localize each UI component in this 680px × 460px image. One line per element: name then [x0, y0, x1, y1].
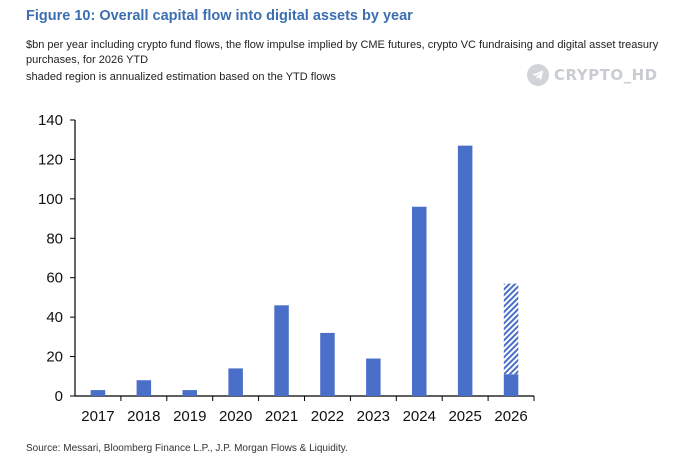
x-tick-label: 2018 — [127, 408, 160, 425]
x-tick-label: 2024 — [403, 408, 436, 425]
chart-note: shaded region is annualized estimation b… — [26, 71, 336, 83]
x-tick-label: 2023 — [357, 408, 390, 425]
bar-2025 — [457, 145, 473, 396]
y-tick-label: 20 — [46, 349, 63, 366]
x-tick-label: 2017 — [81, 408, 114, 425]
bar-estimate-2026 — [503, 283, 519, 375]
x-axis: 2017 2018 2019 2020 2021 2022 2023 2024 2025 2026 — [75, 395, 535, 425]
x-tick-label: 2025 — [448, 408, 481, 425]
watermark: CRYPTO_HD — [527, 62, 658, 88]
y-tick-label: 120 — [38, 151, 63, 168]
bar-2020 — [228, 368, 243, 396]
watermark-text: CRYPTO_HD — [554, 66, 658, 84]
chart-title: Figure 10: Overall capital flow into dig… — [26, 8, 413, 24]
x-tick-label: 2022 — [311, 408, 344, 425]
bar-2026 — [503, 374, 519, 396]
y-tick-label: 0 — [55, 388, 63, 405]
x-tick-label: 2026 — [494, 408, 527, 425]
y-tick-label: 60 — [46, 270, 63, 287]
bar-2024 — [412, 206, 427, 396]
x-tick-label: 2019 — [173, 408, 206, 425]
x-tick-label: 2020 — [219, 408, 252, 425]
bar-2019 — [182, 390, 197, 396]
source-note: Source: Messari, Bloomberg Finance L.P.,… — [26, 443, 348, 454]
y-tick-label: 80 — [46, 230, 63, 247]
y-tick-label: 100 — [38, 191, 63, 208]
chart-subtitle: $bn per year including crypto fund flows… — [26, 39, 659, 66]
bar-2017 — [90, 390, 106, 396]
bar-2023 — [366, 358, 381, 396]
y-axis: 0 20 40 60 80 100 120 140 — [38, 112, 76, 405]
y-tick-label: 140 — [38, 112, 63, 129]
y-tick-label: 40 — [46, 309, 63, 326]
x-tick-label: 2021 — [265, 408, 298, 425]
bar-2022 — [320, 332, 335, 396]
bar-series — [90, 145, 519, 396]
telegram-icon — [527, 64, 549, 86]
bar-2021 — [274, 305, 289, 396]
bar-2018 — [136, 380, 152, 396]
